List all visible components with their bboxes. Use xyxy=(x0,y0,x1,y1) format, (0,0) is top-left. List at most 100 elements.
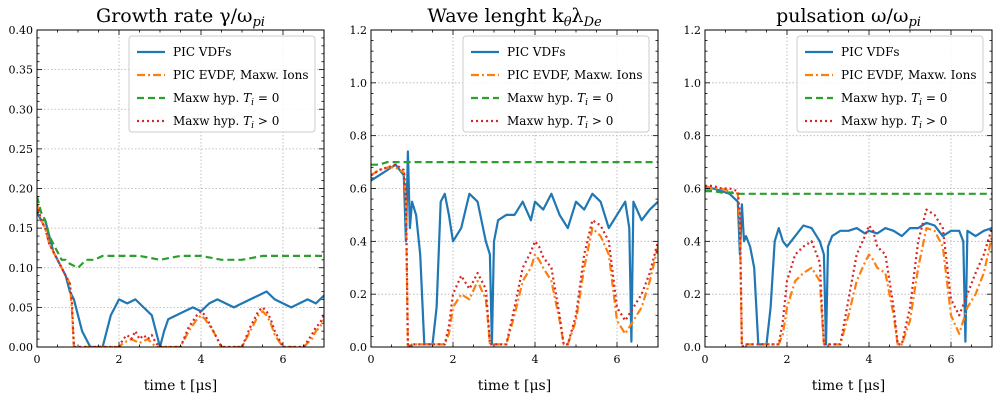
y-tick-label: 0.6 xyxy=(350,183,368,196)
legend-label-var: T xyxy=(243,114,252,128)
x-tick-label: 0 xyxy=(34,353,41,366)
legend-label-text: Maxw hyp. xyxy=(841,91,911,105)
legend-label-sub: i xyxy=(251,121,254,131)
legend-label-rel: > 0 xyxy=(588,114,613,128)
y-tick-label: 0.8 xyxy=(350,130,368,143)
series-line-2 xyxy=(371,161,658,166)
x-tick-label: 4 xyxy=(866,353,873,366)
title-subscript: pi xyxy=(252,15,264,30)
legend-label-2: Maxw hyp. Ti = 0 xyxy=(173,91,279,108)
x-axis-label: time t [μs] xyxy=(144,378,217,394)
y-tick-label: 0.20 xyxy=(9,183,34,196)
y-tick-label: 0.8 xyxy=(684,130,702,143)
legend-label-var: T xyxy=(911,91,920,105)
legend-label-text: Maxw hyp. xyxy=(841,114,911,128)
legend-label-0: PIC VDFs xyxy=(841,45,900,59)
y-tick-label: 0.2 xyxy=(684,288,702,301)
legend-label-text: Maxw hyp. xyxy=(507,91,577,105)
legend-label-2: Maxw hyp. Ti = 0 xyxy=(841,91,947,108)
series-line-1 xyxy=(37,204,324,347)
y-tick-label: 1.2 xyxy=(350,24,368,37)
legend-label-1: PIC EVDF, Maxw. Ions xyxy=(173,68,308,82)
series-line-0 xyxy=(37,211,324,347)
y-tick-label: 0.00 xyxy=(9,341,34,354)
x-axis-label: time t [μs] xyxy=(478,378,551,394)
legend-label-3: Maxw hyp. Ti > 0 xyxy=(507,114,613,131)
x-tick-label: 6 xyxy=(948,353,955,366)
legend-box xyxy=(462,35,650,133)
y-tick-label: 0.40 xyxy=(9,24,34,37)
chart-title: Wave lenght kθλDe xyxy=(427,5,602,30)
title-subscript: pi xyxy=(908,15,920,30)
legend-box xyxy=(796,35,984,133)
series-line-3 xyxy=(705,184,992,347)
panel-pulsation: 0 2 4 6 0.0 0.2 0.4 0.6 0.8 1.0 1.2 pulsation ω/ωpi… xyxy=(684,5,993,394)
legend-label-text: Maxw hyp. xyxy=(173,114,243,128)
title-subscript: θ xyxy=(564,15,572,30)
legend-label-0: PIC VDFs xyxy=(507,45,566,59)
y-tick-label: 0.4 xyxy=(684,235,702,248)
x-axis-label: time t [μs] xyxy=(812,378,885,394)
y-tick-label: 0.2 xyxy=(350,288,368,301)
series-line-1 xyxy=(705,184,992,347)
title-tail: λ xyxy=(572,5,584,27)
legend-label-3: Maxw hyp. Ti > 0 xyxy=(173,114,279,131)
legend-label-sub: i xyxy=(919,121,922,131)
chart-title: Growth rate γ/ωpi xyxy=(96,5,265,30)
series-line-0 xyxy=(705,187,992,346)
title-main: pulsation ω/ω xyxy=(776,5,908,27)
y-tick-label: 0.15 xyxy=(9,222,34,235)
legend-label-sub: i xyxy=(585,98,588,108)
legend-label-var: T xyxy=(911,114,920,128)
y-tick-label: 1.0 xyxy=(684,77,702,90)
x-tick-label: 0 xyxy=(368,353,375,366)
legend-label-3: Maxw hyp. Ti > 0 xyxy=(841,114,947,131)
legend-label-sub: i xyxy=(251,98,254,108)
series-line-1 xyxy=(371,166,658,347)
x-tick-label: 4 xyxy=(198,353,205,366)
title-main: Growth rate γ/ω xyxy=(96,5,252,27)
y-tick-label: 0.6 xyxy=(684,183,702,196)
x-tick-label: 2 xyxy=(784,353,791,366)
series-line-2 xyxy=(37,196,324,269)
legend-label-rel: = 0 xyxy=(254,91,279,105)
series-line-3 xyxy=(371,163,658,347)
series-line-2 xyxy=(705,190,992,195)
x-tick-label: 6 xyxy=(614,353,621,366)
y-tick-label: 0.25 xyxy=(9,143,34,156)
y-tick-label: 0.30 xyxy=(9,103,34,116)
legend-label-text: Maxw hyp. xyxy=(507,114,577,128)
legend-label-0: PIC VDFs xyxy=(173,45,232,59)
legend-label-var: T xyxy=(577,114,586,128)
title-main: Wave lenght k xyxy=(427,5,564,27)
legend-label-1: PIC EVDF, Maxw. Ions xyxy=(507,68,642,82)
panel-growth-rate: 0 2 4 6 0.00 0.05 0.10 0.15 0.20 0.25 0.30 0.35 0.40… xyxy=(9,5,325,394)
y-tick-label: 0.0 xyxy=(684,341,702,354)
y-tick-label: 0.35 xyxy=(9,64,34,77)
legend-label-rel: > 0 xyxy=(254,114,279,128)
y-tick-label: 1.0 xyxy=(350,77,368,90)
legend-label-rel: > 0 xyxy=(922,114,947,128)
legend-label-2: Maxw hyp. Ti = 0 xyxy=(507,91,613,108)
legend-label-rel: = 0 xyxy=(922,91,947,105)
y-tick-label: 0.4 xyxy=(350,235,368,248)
chart-title: pulsation ω/ωpi xyxy=(776,5,921,30)
panel-wave-length: 0 2 4 6 0.0 0.2 0.4 0.6 0.8 1.0 1.2 Wave lenght kθλ… xyxy=(350,5,659,394)
legend-label-sub: i xyxy=(585,121,588,131)
legend-label-var: T xyxy=(577,91,586,105)
legend-label-1: PIC EVDF, Maxw. Ions xyxy=(841,68,976,82)
x-tick-label: 4 xyxy=(532,353,539,366)
x-tick-label: 0 xyxy=(702,353,709,366)
x-tick-label: 6 xyxy=(280,353,287,366)
legend-box xyxy=(128,35,316,133)
legend-label-rel: = 0 xyxy=(588,91,613,105)
y-tick-label: 1.2 xyxy=(684,24,702,37)
legend-label-var: T xyxy=(243,91,252,105)
title-tail-subscript: De xyxy=(583,15,602,30)
x-tick-label: 2 xyxy=(450,353,457,366)
x-tick-label: 2 xyxy=(116,353,123,366)
y-tick-label: 0.05 xyxy=(9,301,34,314)
legend-label-text: Maxw hyp. xyxy=(173,91,243,105)
legend-label-sub: i xyxy=(919,98,922,108)
